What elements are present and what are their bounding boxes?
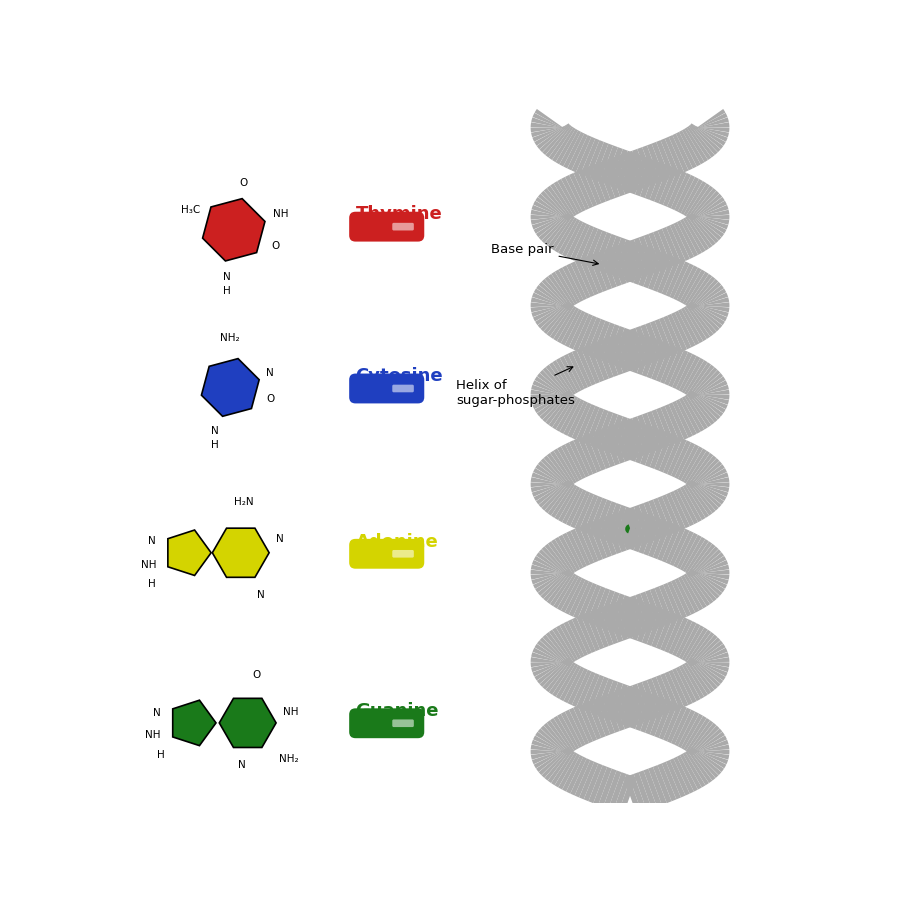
- Text: O: O: [271, 241, 279, 251]
- Text: Thymine: Thymine: [355, 205, 442, 223]
- FancyBboxPatch shape: [349, 212, 424, 242]
- Text: Helix of
sugar-phosphates: Helix of sugar-phosphates: [457, 367, 575, 407]
- Text: N: N: [276, 534, 284, 544]
- FancyBboxPatch shape: [392, 384, 414, 392]
- Text: Base pair: Base pair: [491, 243, 598, 265]
- Text: NH: NH: [283, 706, 299, 716]
- Text: O: O: [239, 178, 248, 188]
- Text: NH: NH: [145, 730, 161, 740]
- Text: NH: NH: [141, 560, 156, 570]
- FancyBboxPatch shape: [392, 550, 414, 557]
- Text: N: N: [257, 590, 265, 600]
- Text: NH₂: NH₂: [221, 333, 240, 343]
- Text: NH₂: NH₂: [279, 754, 299, 764]
- Text: Guanine: Guanine: [355, 702, 439, 720]
- Polygon shape: [202, 359, 259, 417]
- FancyBboxPatch shape: [392, 720, 414, 727]
- Text: H: H: [157, 750, 164, 760]
- Text: O: O: [266, 394, 274, 404]
- Text: O: O: [252, 670, 260, 680]
- Polygon shape: [203, 198, 265, 261]
- FancyBboxPatch shape: [392, 223, 414, 231]
- Text: N: N: [212, 427, 219, 437]
- Text: H: H: [223, 286, 231, 296]
- Text: N: N: [148, 536, 156, 546]
- FancyBboxPatch shape: [349, 538, 424, 569]
- Text: Adenine: Adenine: [355, 533, 439, 550]
- Polygon shape: [219, 698, 276, 748]
- FancyBboxPatch shape: [349, 373, 424, 403]
- Text: H: H: [212, 439, 219, 450]
- Polygon shape: [213, 529, 269, 577]
- Text: N: N: [238, 759, 246, 769]
- Text: NH: NH: [273, 208, 288, 218]
- Text: N: N: [153, 708, 161, 718]
- Text: Cytosine: Cytosine: [355, 367, 443, 385]
- Polygon shape: [168, 530, 211, 575]
- Polygon shape: [173, 700, 216, 746]
- Text: H₂N: H₂N: [234, 497, 253, 507]
- Text: H₃C: H₃C: [180, 206, 200, 216]
- Text: N: N: [266, 367, 274, 378]
- Text: H: H: [148, 579, 156, 589]
- FancyBboxPatch shape: [349, 708, 424, 738]
- Text: N: N: [223, 272, 231, 281]
